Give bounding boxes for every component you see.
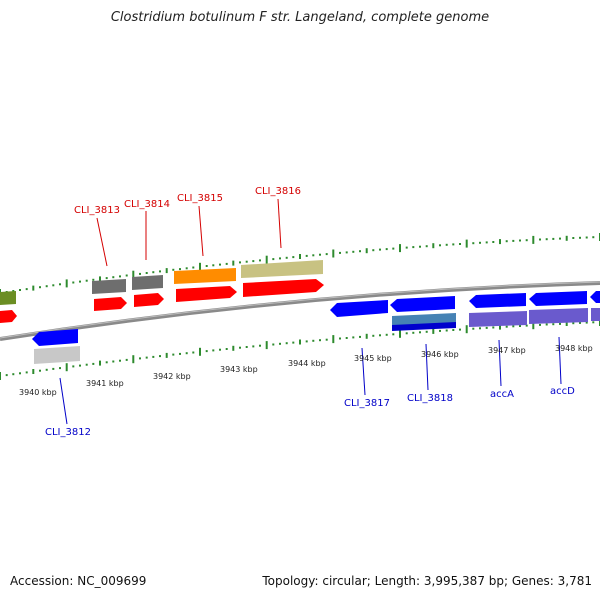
position-label: 3946 kbp bbox=[421, 350, 459, 359]
cds-feature[interactable] bbox=[590, 291, 600, 303]
cds-feature[interactable] bbox=[134, 293, 164, 307]
gene-label-reverse[interactable]: CLI_3817 bbox=[344, 398, 390, 409]
gene-label-forward[interactable]: CLI_3813 bbox=[74, 205, 120, 216]
gene-label-forward[interactable]: CLI_3814 bbox=[124, 199, 170, 210]
gene-label-reverse[interactable]: accD bbox=[550, 386, 575, 397]
gene-feature[interactable] bbox=[174, 268, 236, 284]
position-label: 3948 kbp bbox=[555, 344, 593, 353]
leader-line bbox=[498, 339, 502, 387]
genome-backbone-highlight bbox=[0, 281, 600, 339]
position-label: 3947 kbp bbox=[488, 346, 526, 355]
position-label: 3943 kbp bbox=[220, 365, 258, 374]
leader-line bbox=[277, 198, 282, 249]
gene-labels: CLI_3813 CLI_3814 CLI_3815 CLI_3816 CLI_… bbox=[45, 186, 575, 438]
gene-feature[interactable] bbox=[0, 291, 16, 305]
label-leaders bbox=[59, 198, 562, 425]
cds-feature[interactable] bbox=[243, 279, 324, 297]
position-label: 3941 kbp bbox=[86, 379, 124, 388]
position-labels: 3940 kbp 3941 kbp 3942 kbp 3943 kbp 3944… bbox=[19, 344, 593, 397]
cds-feature[interactable] bbox=[390, 296, 455, 312]
cds-feature[interactable] bbox=[330, 300, 388, 317]
gene-label-reverse[interactable]: accA bbox=[490, 389, 514, 400]
cds-feature[interactable] bbox=[529, 291, 587, 306]
cds-feature[interactable] bbox=[176, 286, 237, 302]
gene-feature[interactable] bbox=[34, 346, 80, 364]
gene-label-forward[interactable]: CLI_3815 bbox=[177, 193, 223, 204]
map-title: Clostridium botulinum F str. Langeland, … bbox=[110, 10, 490, 25]
gene-feature[interactable] bbox=[92, 279, 126, 294]
forward-features bbox=[0, 260, 324, 323]
gene-feature[interactable] bbox=[529, 308, 588, 324]
upper-tick-track bbox=[0, 233, 600, 297]
leader-line bbox=[198, 205, 204, 257]
cds-feature[interactable] bbox=[469, 293, 526, 308]
accession-text: Accession: NC_009699 bbox=[10, 574, 147, 588]
cds-feature[interactable] bbox=[94, 297, 127, 311]
gene-label-reverse[interactable]: CLI_3812 bbox=[45, 427, 91, 438]
leader-line bbox=[96, 217, 108, 267]
genome-backbone bbox=[0, 281, 600, 341]
cds-feature[interactable] bbox=[0, 310, 17, 323]
position-label: 3945 kbp bbox=[354, 354, 392, 363]
gene-feature[interactable] bbox=[469, 311, 527, 327]
gene-feature[interactable] bbox=[392, 322, 456, 331]
reverse-features bbox=[32, 291, 600, 364]
gene-feature[interactable] bbox=[132, 275, 163, 290]
gene-label-forward[interactable]: CLI_3816 bbox=[255, 186, 301, 197]
position-label: 3940 kbp bbox=[19, 388, 57, 397]
leader-line bbox=[425, 343, 429, 391]
leader-line bbox=[361, 347, 366, 396]
leader-line bbox=[558, 336, 562, 385]
genome-stats-text: Topology: circular; Length: 3,995,387 bp… bbox=[262, 574, 592, 588]
position-label: 3944 kbp bbox=[288, 359, 326, 368]
cds-feature[interactable] bbox=[32, 329, 78, 346]
gene-label-reverse[interactable]: CLI_3818 bbox=[407, 393, 453, 404]
leader-line bbox=[59, 377, 68, 425]
gene-feature[interactable] bbox=[241, 260, 323, 278]
lower-tick-track bbox=[0, 318, 600, 380]
position-label: 3942 kbp bbox=[153, 372, 191, 381]
gene-feature[interactable] bbox=[591, 308, 600, 321]
